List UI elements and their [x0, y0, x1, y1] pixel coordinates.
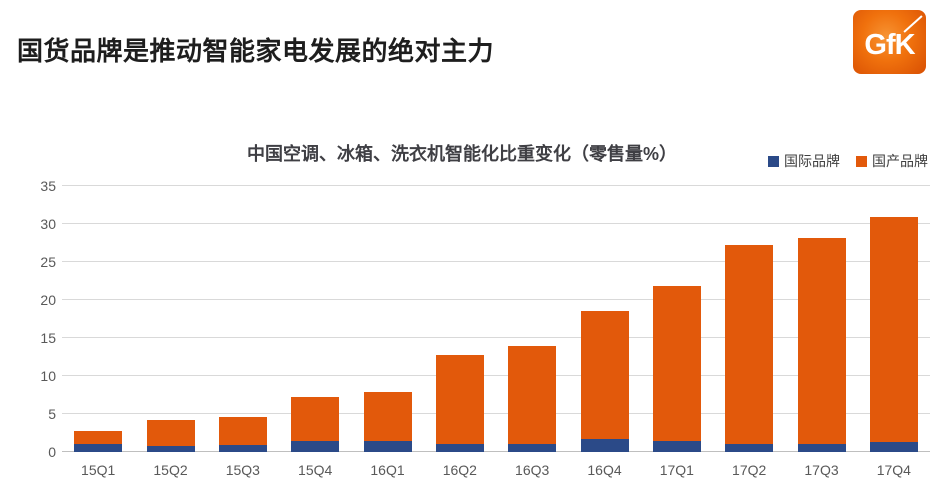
bar-17Q4	[869, 217, 918, 452]
x-tick-label-15Q1: 15Q1	[81, 462, 116, 478]
bar-segment-15Q3-国产品牌	[218, 417, 267, 446]
bar-15Q4	[291, 397, 340, 452]
bar-segment-15Q4-国际品牌	[291, 440, 340, 452]
bar-segment-16Q4-国产品牌	[580, 310, 629, 440]
y-tick-label-10: 10	[40, 368, 56, 384]
x-tick-label-17Q3: 17Q3	[804, 462, 839, 478]
y-tick-label-0: 0	[48, 444, 56, 460]
bar-16Q4	[580, 310, 629, 452]
gridline-y-5	[62, 413, 930, 414]
chart-legend: 国际品牌 国产品牌	[768, 151, 928, 171]
bar-segment-17Q4-国产品牌	[869, 217, 918, 443]
bar-16Q2	[435, 354, 484, 452]
gridline-y-30	[62, 223, 930, 224]
bar-17Q2	[725, 245, 774, 452]
y-tick-label-20: 20	[40, 292, 56, 308]
y-tick-label-30: 30	[40, 216, 56, 232]
legend-swatch-icon	[768, 155, 779, 167]
bar-segment-15Q2-国产品牌	[146, 420, 195, 446]
bar-segment-15Q1-国际品牌	[74, 443, 123, 452]
bar-segment-15Q2-国际品牌	[146, 445, 195, 452]
y-tick-label-5: 5	[48, 406, 56, 422]
x-tick-label-15Q4: 15Q4	[298, 462, 333, 478]
chart-title: 中国空调、冰箱、洗衣机智能化比重变化（零售量%）	[246, 144, 677, 164]
bar-segment-17Q4-国际品牌	[869, 442, 918, 452]
gridline-y-35	[62, 185, 930, 186]
legend-label: 国际品牌	[784, 153, 840, 169]
x-tick-label-16Q4: 16Q4	[587, 462, 622, 478]
bar-segment-15Q1-国产品牌	[74, 431, 123, 444]
x-tick-label-15Q3: 15Q3	[225, 462, 260, 478]
bar-segment-15Q4-国产品牌	[291, 397, 340, 441]
page-title: 国货品牌是推动智能家电发展的绝对主力	[17, 36, 495, 66]
y-tick-label-15: 15	[40, 330, 56, 346]
x-tick-label-17Q1: 17Q1	[659, 462, 694, 478]
bar-segment-16Q1-国产品牌	[363, 391, 412, 442]
gfk-logo-text: GfK	[864, 28, 915, 61]
legend-label: 国产品牌	[872, 153, 928, 169]
bar-segment-17Q3-国产品牌	[797, 237, 846, 445]
bar-15Q3	[218, 417, 267, 452]
x-tick-label-17Q2: 17Q2	[732, 462, 767, 478]
bar-15Q2	[146, 420, 195, 452]
x-tick-label-16Q1: 16Q1	[370, 462, 405, 478]
bar-segment-16Q1-国际品牌	[363, 441, 412, 452]
gridline-y-25	[62, 261, 930, 262]
gridline-y-10	[62, 375, 930, 376]
gfk-logo: GfK	[853, 10, 926, 74]
bar-segment-16Q4-国际品牌	[580, 439, 629, 452]
y-tick-label-35: 35	[40, 178, 56, 194]
bar-17Q3	[797, 237, 846, 452]
bar-segment-16Q3-国产品牌	[508, 346, 557, 444]
bar-segment-17Q3-国际品牌	[797, 444, 846, 452]
bar-15Q1	[74, 431, 123, 452]
bar-16Q3	[508, 346, 557, 452]
bar-segment-15Q3-国际品牌	[218, 445, 267, 452]
x-tick-label-15Q2: 15Q2	[153, 462, 188, 478]
y-tick-label-25: 25	[40, 254, 56, 270]
bar-segment-17Q2-国际品牌	[725, 443, 774, 452]
gridline-y-20	[62, 299, 930, 300]
x-axis-baseline	[62, 451, 930, 452]
bar-segment-16Q2-国际品牌	[435, 444, 484, 452]
legend-item-国产品牌: 国产品牌	[856, 151, 928, 171]
x-tick-label-17Q4: 17Q4	[876, 462, 911, 478]
bar-segment-16Q2-国产品牌	[435, 354, 484, 445]
bar-segment-16Q3-国际品牌	[508, 443, 557, 452]
plot-area	[62, 185, 930, 452]
bar-segment-17Q1-国际品牌	[652, 441, 701, 452]
x-tick-label-16Q3: 16Q3	[515, 462, 550, 478]
bar-segment-17Q2-国产品牌	[725, 245, 774, 444]
legend-item-国际品牌: 国际品牌	[768, 151, 840, 171]
bar-segment-17Q1-国产品牌	[652, 286, 701, 442]
x-tick-label-16Q2: 16Q2	[442, 462, 477, 478]
gridline-y-15	[62, 337, 930, 338]
legend-swatch-icon	[856, 155, 867, 167]
bar-17Q1	[652, 286, 701, 452]
bar-16Q1	[363, 391, 412, 452]
